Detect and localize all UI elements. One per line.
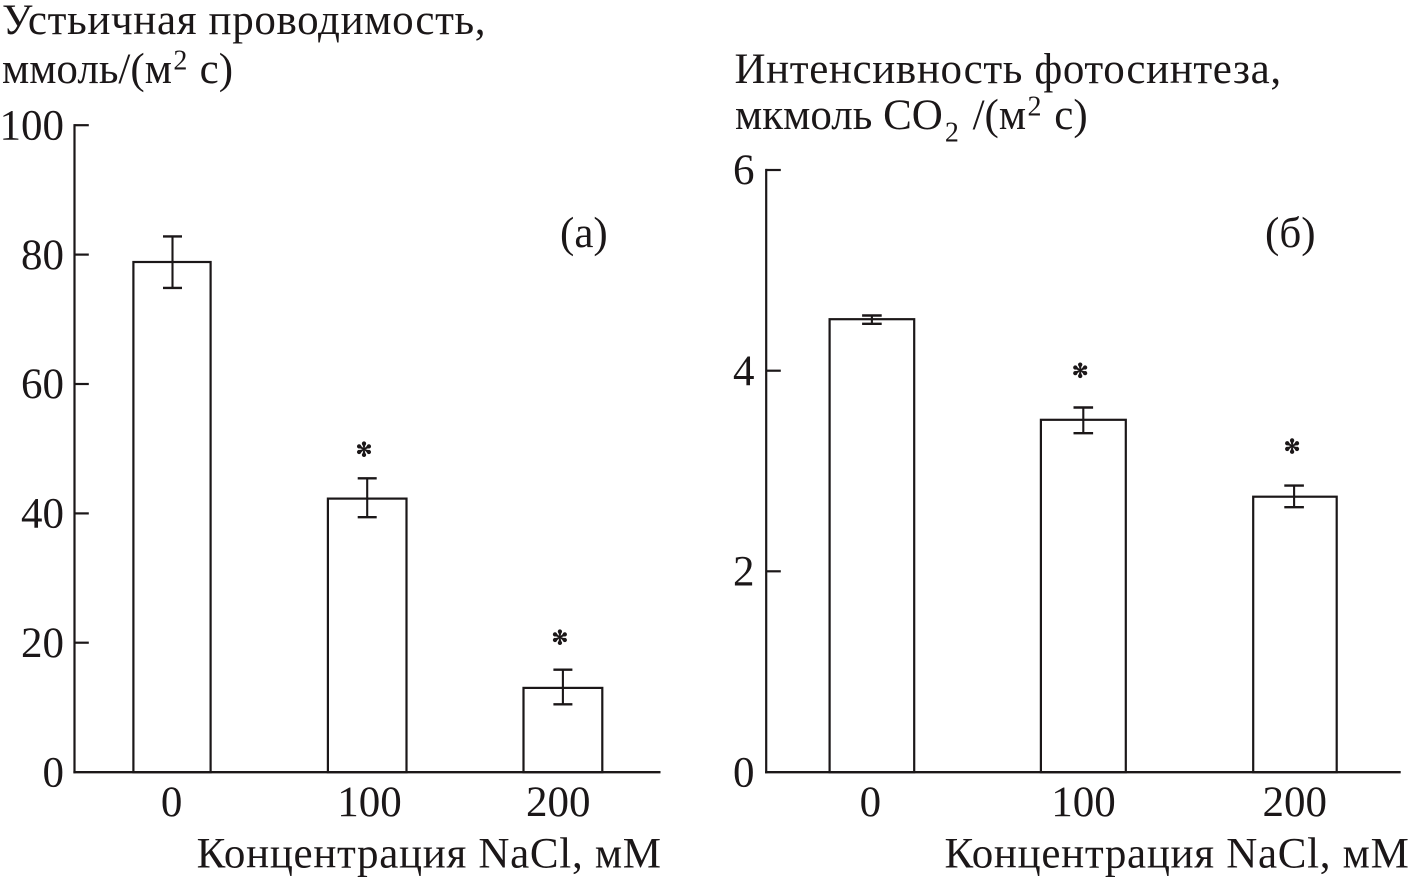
svg-text:4: 4 <box>733 348 755 395</box>
svg-text:100: 100 <box>337 779 402 826</box>
svg-text:0: 0 <box>860 779 882 826</box>
svg-text:2: 2 <box>733 549 755 596</box>
svg-text:80: 80 <box>21 232 64 279</box>
svg-text:6: 6 <box>733 147 755 194</box>
svg-text:100: 100 <box>0 102 64 149</box>
svg-text:(а): (а) <box>560 210 608 257</box>
svg-text:20: 20 <box>21 620 64 667</box>
svg-text:0: 0 <box>733 749 755 796</box>
svg-text:Устьичная проводимость,: Устьичная проводимость, <box>2 0 486 44</box>
svg-text:200: 200 <box>526 779 591 826</box>
svg-text:Интенсивность фотосинтеза,: Интенсивность фотосинтеза, <box>735 46 1282 93</box>
svg-text:40: 40 <box>21 491 64 538</box>
svg-text:Концентрация NaCl, мМ: Концентрация NaCl, мМ <box>944 830 1409 877</box>
svg-text:0: 0 <box>43 749 65 796</box>
svg-text:200: 200 <box>1262 779 1327 826</box>
svg-text:100: 100 <box>1051 779 1116 826</box>
svg-text:0: 0 <box>161 779 183 826</box>
svg-text:60: 60 <box>21 361 64 408</box>
svg-text:Концентрация NaCl, мМ: Концентрация NaCl, мМ <box>197 830 662 877</box>
svg-text:(б): (б) <box>1265 210 1316 257</box>
svg-text:ммоль/(м2 с): ммоль/(м2 с) <box>2 46 233 94</box>
